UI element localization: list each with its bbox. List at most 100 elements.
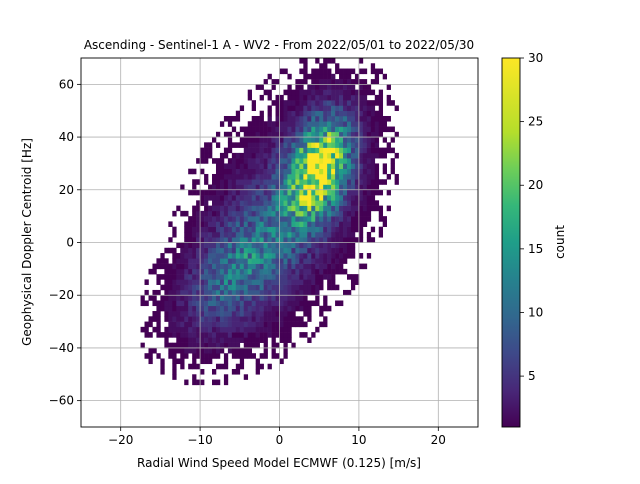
heatmap-cell: [323, 258, 328, 264]
heatmap-cell: [271, 142, 276, 148]
heatmap-cell: [204, 289, 209, 296]
heatmap-cell: [346, 274, 352, 280]
heatmap-cell: [378, 152, 384, 159]
heatmap-cell: [275, 210, 280, 217]
heatmap-cell: [323, 237, 328, 243]
heatmap-cell: [164, 305, 169, 312]
heatmap-cell: [311, 89, 316, 96]
heatmap-cell: [215, 289, 221, 296]
heatmap-cell: [362, 263, 368, 270]
heatmap-cell: [223, 284, 229, 291]
heatmap-cell: [283, 158, 288, 164]
heatmap-cell: [283, 121, 288, 127]
heatmap-cell: [204, 142, 209, 148]
heatmap-cell: [303, 205, 308, 212]
heatmap-cell: [200, 326, 205, 333]
heatmap-cell: [287, 311, 292, 317]
heatmap-cell: [271, 274, 276, 280]
heatmap-cell: [215, 205, 221, 212]
heatmap-cell: [247, 121, 253, 127]
heatmap-cell: [192, 295, 197, 301]
heatmap-cell: [350, 284, 356, 291]
heatmap-cell: [184, 279, 189, 285]
heatmap-cell: [291, 147, 296, 154]
heatmap-cell: [223, 163, 229, 169]
heatmap-cell: [366, 121, 372, 127]
heatmap-cell: [303, 226, 308, 233]
heatmap-cell: [303, 216, 308, 222]
heatmap-cell: [291, 216, 296, 222]
heatmap-cell: [279, 358, 284, 365]
heatmap-cell: [184, 332, 189, 338]
heatmap-cell: [215, 258, 221, 264]
heatmap-cell: [299, 321, 304, 328]
heatmap-cell: [259, 326, 264, 333]
heatmap-cell: [374, 131, 380, 138]
heatmap-cell: [227, 258, 233, 264]
heatmap-cell: [271, 226, 276, 233]
heatmap-cell: [299, 79, 304, 85]
heatmap-cell: [227, 115, 233, 122]
heatmap-cell: [335, 115, 340, 122]
heatmap-cell: [335, 68, 340, 75]
heatmap-cell: [291, 268, 296, 275]
heatmap-cell: [339, 89, 344, 96]
heatmap-cell: [176, 326, 181, 333]
heatmap-cell: [339, 94, 344, 101]
heatmap-cell: [354, 126, 360, 133]
heatmap-cell: [358, 263, 364, 270]
heatmap-cell: [283, 168, 288, 175]
heatmap-cell: [231, 200, 237, 206]
heatmap-cell: [192, 237, 197, 243]
heatmap-cell: [231, 305, 237, 312]
heatmap-cell: [180, 295, 185, 301]
heatmap-cell: [212, 289, 217, 296]
heatmap-cell: [291, 258, 296, 264]
heatmap-cell: [208, 205, 213, 212]
heatmap-cell: [295, 279, 300, 285]
heatmap-cell: [279, 237, 284, 243]
heatmap-cell: [346, 121, 352, 127]
heatmap-cell: [358, 253, 364, 259]
heatmap-cell: [168, 274, 173, 280]
heatmap-cell: [303, 184, 308, 191]
heatmap-cell: [196, 258, 201, 264]
heatmap-cell: [227, 121, 233, 127]
heatmap-cell: [307, 221, 312, 227]
heatmap-cell: [259, 289, 264, 296]
heatmap-cell: [291, 311, 296, 317]
heatmap-cell: [223, 274, 229, 280]
heatmap-cell: [291, 131, 296, 138]
heatmap-cell: [295, 168, 300, 175]
heatmap-cell: [295, 173, 300, 180]
heatmap-cell: [287, 121, 292, 127]
heatmap-cell: [279, 179, 284, 185]
heatmap-cell: [295, 152, 300, 159]
heatmap-cell: [354, 73, 360, 80]
heatmap-cell: [291, 168, 296, 175]
heatmap-cell: [259, 195, 264, 201]
heatmap-cell: [331, 210, 336, 217]
heatmap-cell: [208, 195, 213, 201]
heatmap-cell: [231, 295, 237, 301]
heatmap-cell: [331, 73, 336, 80]
heatmap-cell: [271, 221, 276, 227]
heatmap-cell: [315, 216, 320, 222]
heatmap-cell: [362, 121, 368, 127]
heatmap-cell: [144, 279, 149, 285]
heatmap-cell: [196, 179, 201, 185]
heatmap-cell: [223, 205, 229, 212]
heatmap-cell: [219, 347, 225, 354]
heatmap-cell: [247, 168, 253, 175]
heatmap-cell: [227, 168, 233, 175]
heatmap-cell: [382, 115, 387, 122]
heatmap-cell: [362, 89, 368, 96]
heatmap-cell: [263, 289, 268, 296]
heatmap-cell: [251, 147, 256, 154]
heatmap-cell: [307, 147, 312, 154]
heatmap-cell: [251, 200, 256, 206]
heatmap-cell: [299, 263, 304, 270]
heatmap-cell: [291, 253, 296, 259]
heatmap-cell: [291, 184, 296, 191]
heatmap-cell: [275, 94, 280, 101]
